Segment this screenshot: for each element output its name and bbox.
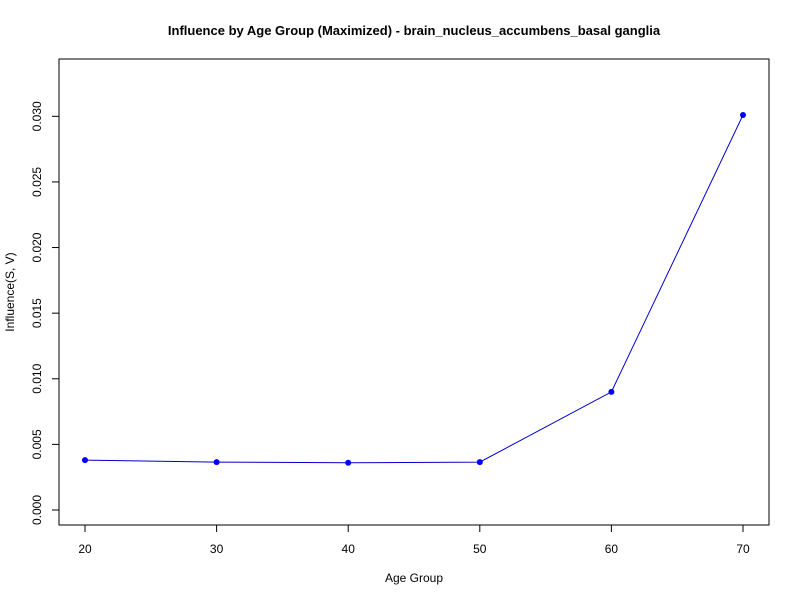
- x-tick-label: 40: [342, 542, 356, 556]
- series-layer: [82, 112, 746, 466]
- x-tick-label: 70: [736, 542, 750, 556]
- x-axis: 20 30 40 50 60 70: [78, 524, 750, 556]
- data-point: [476, 459, 483, 466]
- chart-title: Influence by Age Group (Maximized) - bra…: [168, 23, 661, 38]
- data-point: [82, 457, 88, 464]
- x-tick-label: 50: [473, 542, 487, 556]
- y-axis: 0.000 0.005 0.010 0.015 0.020 0.025 0.030: [30, 101, 60, 525]
- y-tick-label: 0.010: [30, 363, 44, 393]
- y-tick-label: 0.000: [30, 495, 44, 525]
- y-tick-label: 0.015: [30, 298, 44, 328]
- y-tick-label: 0.020: [30, 232, 44, 262]
- y-tick-label: 0.030: [30, 101, 44, 131]
- y-axis-label: Influence(S, V): [3, 252, 17, 331]
- data-point: [213, 459, 220, 466]
- x-tick-label: 30: [210, 542, 224, 556]
- x-axis-label: Age Group: [385, 571, 443, 585]
- data-point: [345, 459, 352, 466]
- data-point: [740, 112, 746, 118]
- data-point: [608, 388, 615, 395]
- y-tick-label: 0.005: [30, 429, 44, 459]
- x-tick-label: 20: [78, 542, 92, 556]
- y-tick-label: 0.025: [30, 167, 44, 197]
- series-line: [84, 114, 744, 464]
- x-tick-label: 60: [605, 542, 619, 556]
